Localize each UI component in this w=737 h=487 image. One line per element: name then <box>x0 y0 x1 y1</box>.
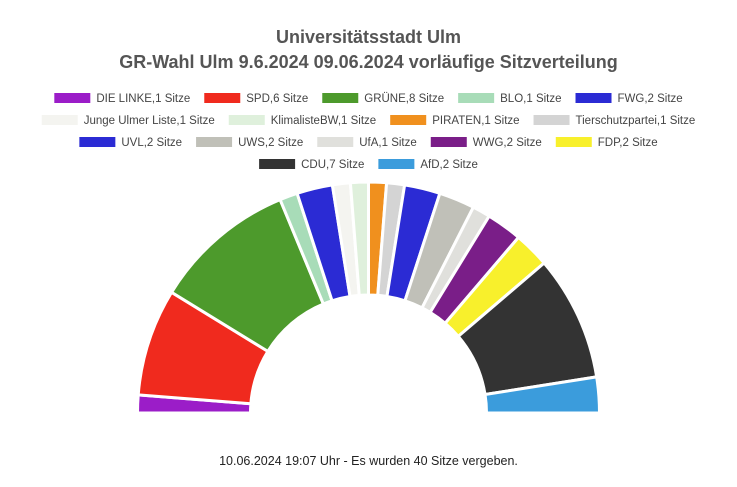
legend-swatch-junge-ulmer-liste <box>41 115 78 125</box>
legend-label-fdp: FDP,2 Sitze <box>598 137 658 149</box>
legend-item-spd[interactable]: SPD,6 Sitze <box>204 93 308 105</box>
legend-label-gruene: GRÜNE,8 Sitze <box>364 93 444 105</box>
seat-arc-afd[interactable] <box>483 375 602 415</box>
legend-swatch-spd <box>204 93 241 103</box>
legend-item-blo[interactable]: BLO,1 Sitze <box>458 93 562 105</box>
legend-swatch-piraten <box>390 115 427 125</box>
legend-label-piraten: PIRATEN,1 Sitze <box>432 115 519 127</box>
legend-item-afd[interactable]: AfD,2 Sitze <box>378 159 478 171</box>
legend-item-uvl[interactable]: UVL,2 Sitze <box>79 137 182 149</box>
legend-swatch-uws <box>196 137 233 147</box>
legend-swatch-fdp <box>555 137 592 147</box>
chart-subtitle: GR-Wahl Ulm 9.6.2024 09.06.2024 vorläufi… <box>119 52 618 72</box>
legend-swatch-uvl <box>79 137 116 147</box>
legend-swatch-afd <box>378 159 415 169</box>
legend-label-uvl: UVL,2 Sitze <box>121 137 182 149</box>
legend-item-gruene[interactable]: GRÜNE,8 Sitze <box>322 93 444 105</box>
legend-swatch-tierschutzpartei <box>533 115 570 125</box>
legend-label-die-linke: DIE LINKE,1 Sitze <box>96 93 190 105</box>
legend-label-blo: BLO,1 Sitze <box>500 93 561 105</box>
legend-label-fwg: FWG,2 Sitze <box>618 93 683 105</box>
legend-label-afd: AfD,2 Sitze <box>420 159 478 171</box>
legend-label-wwg: WWG,2 Sitze <box>473 137 542 149</box>
legend-label-cdu: CDU,7 Sitze <box>301 159 364 171</box>
legend: DIE LINKE,1 Sitze SPD,6 Sitze GRÜNE,8 Sitz… <box>41 93 696 171</box>
legend-swatch-ufa <box>317 137 354 147</box>
seat-arcs <box>135 180 602 415</box>
legend-label-junge-ulmer-liste: Junge Ulmer Liste,1 Sitze <box>84 115 215 127</box>
footer-status: 10.06.2024 19:07 Uhr - Es wurden 40 Sitz… <box>219 454 518 468</box>
legend-label-tierschutzpartei: Tierschutzpartei,1 Sitze <box>576 115 696 127</box>
chart-title: Universitätsstadt Ulm <box>276 27 461 47</box>
legend-swatch-cdu <box>259 159 296 169</box>
legend-item-fwg[interactable]: FWG,2 Sitze <box>575 93 683 105</box>
legend-swatch-blo <box>458 93 495 103</box>
legend-item-klimalistebw[interactable]: KlimalisteBW,1 Sitze <box>228 115 376 127</box>
legend-item-die-linke[interactable]: DIE LINKE,1 Sitze <box>54 93 190 105</box>
legend-swatch-fwg <box>575 93 612 103</box>
legend-label-spd: SPD,6 Sitze <box>246 93 308 105</box>
legend-swatch-gruene <box>322 93 359 103</box>
legend-item-fdp[interactable]: FDP,2 Sitze <box>555 137 658 149</box>
legend-item-piraten[interactable]: PIRATEN,1 Sitze <box>390 115 520 127</box>
legend-label-uws: UWS,2 Sitze <box>238 137 303 149</box>
legend-item-wwg[interactable]: WWG,2 Sitze <box>430 137 542 149</box>
legend-item-cdu[interactable]: CDU,7 Sitze <box>259 159 364 171</box>
legend-swatch-die-linke <box>54 93 91 103</box>
legend-item-ufa[interactable]: UfA,1 Sitze <box>317 137 417 149</box>
legend-label-klimalistebw: KlimalisteBW,1 Sitze <box>271 115 376 127</box>
legend-item-junge-ulmer-liste[interactable]: Junge Ulmer Liste,1 Sitze <box>41 115 215 127</box>
legend-label-ufa: UfA,1 Sitze <box>359 137 417 149</box>
legend-item-uws[interactable]: UWS,2 Sitze <box>196 137 303 149</box>
legend-swatch-klimalistebw <box>228 115 265 125</box>
legend-swatch-wwg <box>430 137 467 147</box>
legend-item-tierschutzpartei[interactable]: Tierschutzpartei,1 Sitze <box>533 115 696 127</box>
